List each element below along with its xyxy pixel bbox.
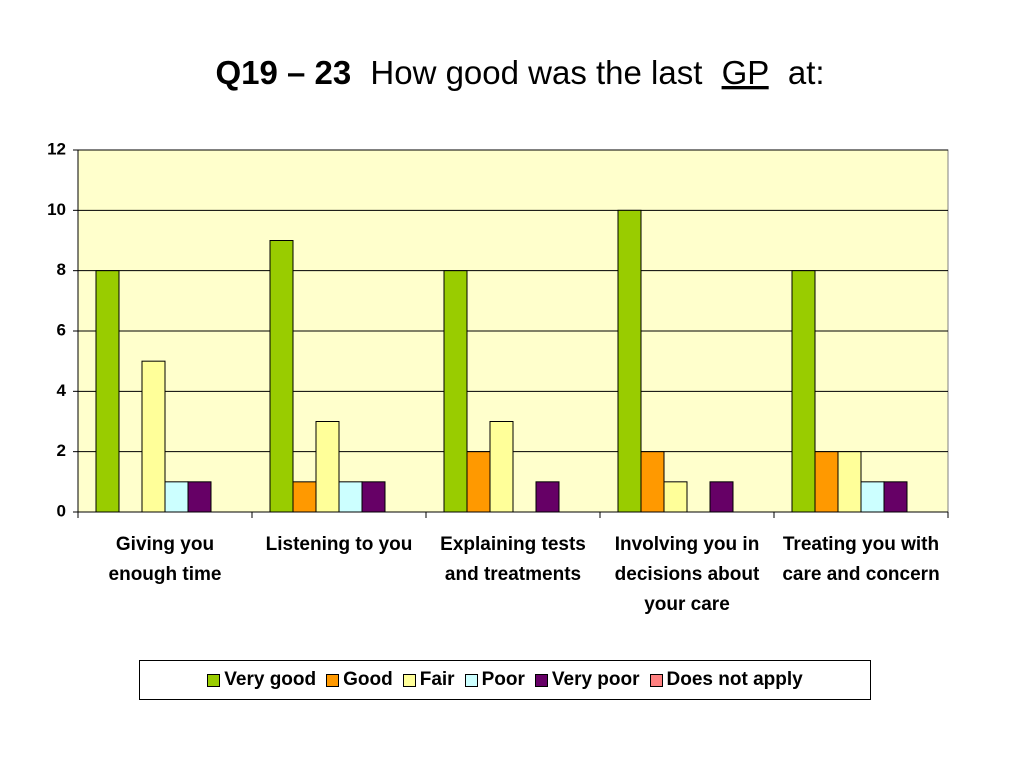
bar xyxy=(837,451,862,513)
bar xyxy=(663,481,688,513)
bar xyxy=(95,270,120,513)
y-tick-label: 6 xyxy=(57,320,66,339)
bar xyxy=(187,481,212,513)
title-part: at: xyxy=(788,54,825,91)
title-part: How good was the last xyxy=(370,54,702,91)
bar xyxy=(535,481,560,513)
legend-label: Very good xyxy=(224,669,317,690)
legend-swatch xyxy=(326,673,340,687)
y-tick-label: 12 xyxy=(47,139,66,158)
legend-swatch xyxy=(534,673,548,687)
legend-item: Poor xyxy=(464,669,525,691)
bar xyxy=(860,481,885,513)
y-tick-label: 10 xyxy=(47,200,66,219)
bar xyxy=(361,481,386,513)
bar xyxy=(466,451,491,513)
legend: Very good Good Fair Poor Very poor Does not a… xyxy=(139,660,871,700)
legend-item: Good xyxy=(326,669,393,691)
legend-swatch xyxy=(464,673,478,687)
title-part: GP xyxy=(722,54,769,91)
bar xyxy=(443,270,468,513)
bar xyxy=(315,421,340,513)
legend-label: Fair xyxy=(419,669,455,690)
legend-swatch xyxy=(402,673,416,687)
legend-item: Very good xyxy=(207,669,316,691)
x-tick-label: Explaining tests and treatments xyxy=(440,534,586,585)
bar xyxy=(338,481,363,513)
bar xyxy=(791,270,816,513)
bar xyxy=(814,451,839,513)
legend-label: Good xyxy=(343,669,393,690)
x-tick-label: Treating you with care and concern xyxy=(782,534,940,585)
legend-item: Fair xyxy=(402,669,455,691)
bar xyxy=(617,209,642,513)
bar xyxy=(164,481,189,513)
legend-item: Very poor xyxy=(534,669,640,691)
legend-swatch xyxy=(207,673,221,687)
y-tick-label: 0 xyxy=(57,501,66,520)
x-tick-label: Involving you in decisions about your ca… xyxy=(614,534,760,615)
chart-title: Q19 – 23 How good was the last GP at: xyxy=(215,54,824,91)
legend-item: Does not apply xyxy=(649,669,803,691)
bar xyxy=(292,481,317,513)
y-tick-label: 4 xyxy=(57,381,67,400)
bar xyxy=(141,360,166,513)
bar xyxy=(640,451,665,513)
x-tick-label: Listening to you xyxy=(265,534,413,555)
bar xyxy=(269,240,294,513)
legend-label: Does not apply xyxy=(666,669,803,690)
x-tick-label: Giving you enough time xyxy=(108,534,222,585)
legend-label: Very poor xyxy=(551,669,640,690)
bar xyxy=(489,421,514,513)
y-tick-label: 2 xyxy=(57,441,66,460)
title-part: Q19 – 23 xyxy=(215,54,351,91)
legend-label: Poor xyxy=(481,669,525,690)
legend-swatch xyxy=(649,673,663,687)
y-tick-label: 8 xyxy=(57,260,66,279)
bar xyxy=(709,481,734,513)
bar xyxy=(883,481,908,513)
